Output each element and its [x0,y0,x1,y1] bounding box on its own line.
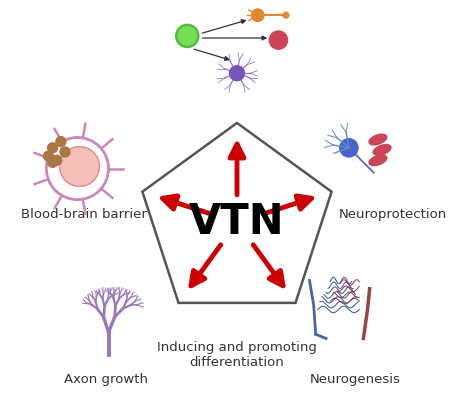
Circle shape [47,143,57,153]
Circle shape [252,9,264,21]
Circle shape [269,31,288,49]
Circle shape [340,139,358,157]
Circle shape [229,66,245,81]
Circle shape [283,12,289,18]
Polygon shape [142,123,332,303]
Text: VTN: VTN [189,202,285,244]
Text: Neurogenesis: Neurogenesis [310,373,401,386]
Circle shape [60,147,100,186]
Circle shape [176,24,199,47]
Text: Blood-brain barrier: Blood-brain barrier [21,207,146,220]
Ellipse shape [369,155,387,165]
Text: Axon growth: Axon growth [64,373,148,386]
Circle shape [60,147,70,157]
Ellipse shape [369,134,387,145]
Circle shape [178,27,196,45]
Circle shape [47,158,57,167]
Circle shape [44,151,54,161]
Text: Inducing and promoting
differentiation: Inducing and promoting differentiation [157,341,317,369]
Circle shape [52,155,62,165]
Ellipse shape [373,144,391,155]
Circle shape [56,136,66,147]
Text: Neuroprotection: Neuroprotection [338,207,447,220]
